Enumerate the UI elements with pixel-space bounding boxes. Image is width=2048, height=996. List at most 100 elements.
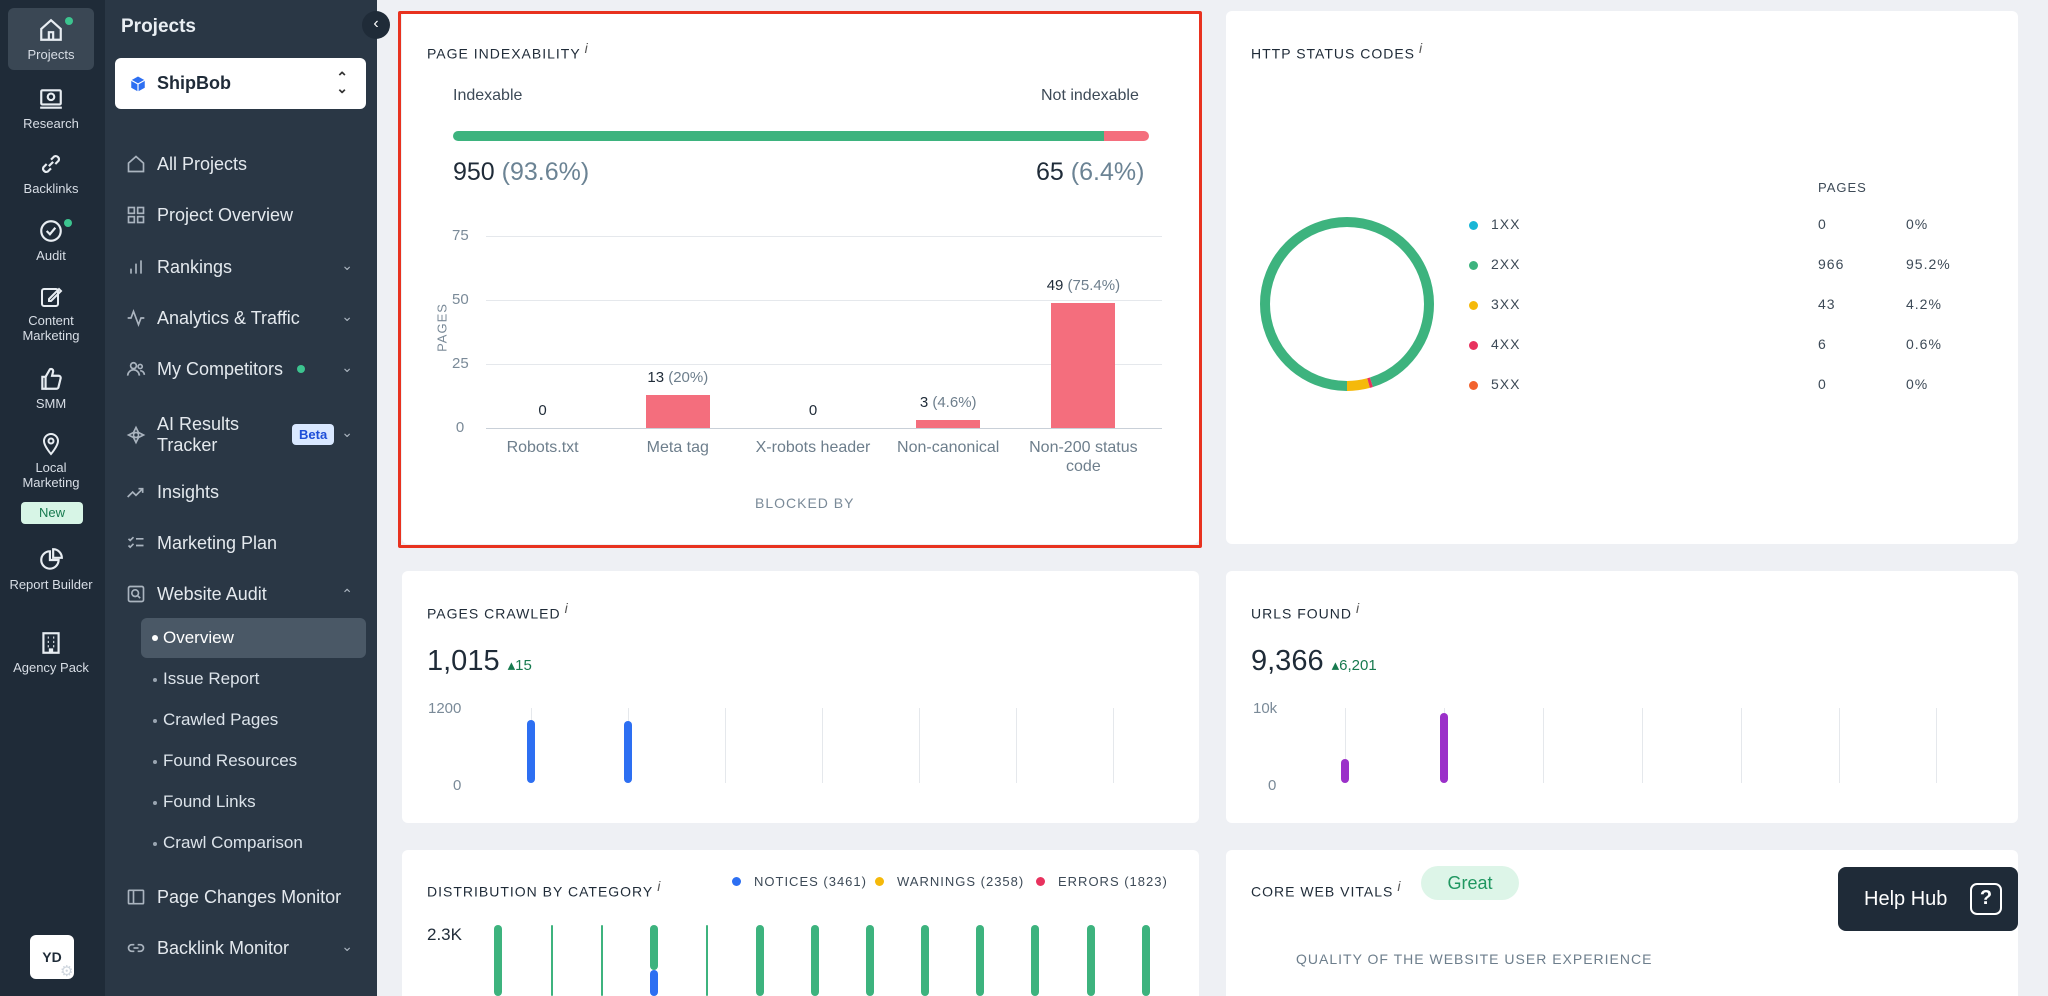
not-indexable-count: 65: [1036, 158, 1064, 186]
info-icon[interactable]: i: [657, 878, 662, 894]
nav-insights[interactable]: Insights: [115, 472, 367, 512]
data-label-count: 13: [647, 368, 665, 386]
cwv-status-badge: Great: [1421, 866, 1519, 900]
y-tick-label: 0: [455, 419, 465, 436]
gridline: [1543, 708, 1544, 783]
rail-agency-pack[interactable]: Agency Pack: [8, 630, 94, 690]
project-selector[interactable]: ShipBob ⌃ ⌄: [115, 58, 366, 109]
subnav-label: Issue Report: [163, 669, 260, 688]
legend-dot: [1469, 301, 1478, 310]
donut-slice-2xx[interactable]: [1260, 217, 1434, 391]
info-icon[interactable]: i: [564, 600, 569, 616]
indexable-label: Indexable: [453, 87, 523, 104]
rail-smm[interactable]: SMM: [8, 366, 94, 416]
nav-label: Marketing Plan: [157, 532, 278, 553]
y-bottom-label: 0: [1268, 777, 1277, 794]
nav-marketing-plan[interactable]: Marketing Plan: [115, 523, 367, 563]
rail-backlinks[interactable]: Backlinks: [8, 151, 94, 201]
chevron-down-icon: ⌄: [341, 938, 353, 954]
nav-analytics-traffic[interactable]: Analytics & Traffic ⌄: [115, 298, 367, 338]
chevron-updown-icon: ⌃ ⌄: [336, 69, 348, 96]
subnav-issue-report[interactable]: Issue Report: [141, 659, 366, 699]
rail-report-builder[interactable]: Report Builder: [8, 547, 94, 607]
delta-value: 6,201: [1339, 657, 1377, 674]
data-label-count: 49: [1046, 276, 1064, 294]
rail-audit[interactable]: Audit: [8, 218, 94, 268]
legend-label: NOTICES (3461): [754, 874, 867, 889]
legend-pct: 0.6%: [1906, 336, 1942, 352]
subnav-found-resources[interactable]: Found Resources: [141, 741, 366, 781]
rail-content-marketing[interactable]: Content Marketing: [8, 285, 94, 343]
not-indexable-summary: 65 (6.4%): [1036, 158, 1144, 187]
nav-ai-results-tracker[interactable]: AI Results Tracker Beta ⌄: [115, 410, 367, 460]
legend-label: WARNINGS (2358): [897, 874, 1025, 889]
y-top-label: 2.3K: [427, 925, 462, 944]
chevron-down-icon: ⌄: [341, 308, 353, 324]
card-title-text: PAGES CRAWLED: [427, 605, 561, 622]
x-tick-label: Meta tag: [646, 439, 709, 456]
question-icon: ?: [1970, 883, 2002, 915]
nav-label: My Competitors: [157, 358, 284, 379]
new-badge: New: [21, 502, 83, 524]
edit-icon: [41, 287, 63, 307]
rail-research[interactable]: Research: [8, 86, 94, 136]
chart-bar: [916, 420, 981, 428]
nav-label: Insights: [157, 481, 220, 502]
info-icon[interactable]: i: [1356, 600, 1361, 616]
legend-code: 2XX: [1491, 256, 1521, 272]
nav-website-audit[interactable]: Website Audit ⌃: [115, 574, 367, 614]
subnav-label: Found Links: [163, 792, 256, 811]
subnav-overview[interactable]: Overview: [141, 618, 366, 658]
gridline: [1642, 708, 1643, 783]
legend-code: 3XX: [1491, 296, 1521, 312]
gridline: [486, 236, 1162, 237]
nav-page-changes-monitor[interactable]: Page Changes Monitor: [115, 877, 367, 917]
data-label-pct: (75.4%): [1067, 276, 1121, 294]
subnav-label: Crawled Pages: [163, 710, 279, 729]
legend-pct: 4.2%: [1906, 296, 1942, 312]
rail-backlinks-label: Backlinks: [23, 181, 79, 196]
avatar[interactable]: YD: [30, 935, 74, 979]
data-label-count: 0: [808, 402, 818, 419]
info-icon[interactable]: i: [584, 40, 589, 56]
gridline: [725, 708, 726, 783]
home-icon: [127, 155, 145, 173]
card-title: DISTRIBUTION BY CATEGORY i: [427, 878, 661, 900]
pages-crawled-value: 1,015 ▴15: [427, 645, 532, 678]
info-icon[interactable]: i: [1397, 878, 1402, 894]
bullet: [153, 760, 157, 764]
legend-dot: [875, 877, 884, 886]
legend-warnings: WARNINGS (2358): [875, 874, 1024, 889]
beta-badge: Beta: [292, 424, 335, 445]
sidebar-title: Projects: [121, 16, 196, 37]
chart-bar: [1440, 712, 1448, 783]
gear-icon[interactable]: ⚙: [60, 963, 74, 980]
rail-projects[interactable]: Projects: [8, 8, 94, 70]
legend-dot: [732, 877, 741, 886]
audit-icon: [127, 585, 145, 603]
chevron-down-icon: ⌄: [341, 424, 353, 440]
rail-local-marketing[interactable]: Local Marketing: [8, 432, 94, 490]
legend-dot: [1469, 261, 1478, 270]
collapse-sidebar-button[interactable]: ‹: [362, 11, 390, 39]
nav-backlink-monitor[interactable]: Backlink Monitor ⌄: [115, 928, 367, 968]
nav-project-overview[interactable]: Project Overview: [115, 195, 367, 235]
data-label: 0: [753, 402, 873, 419]
nav-all-projects[interactable]: All Projects: [115, 144, 367, 184]
nav-label: AI Results Tracker: [157, 414, 240, 455]
nav-my-competitors[interactable]: My Competitors ⌄: [115, 349, 367, 389]
distribution-card: [402, 850, 1199, 996]
help-hub-button[interactable]: Help Hub?: [1838, 867, 2018, 931]
subnav-crawled-pages[interactable]: Crawled Pages: [141, 700, 366, 740]
chart-bar: [921, 925, 929, 996]
chart-bar: [1341, 759, 1349, 783]
cwv-subtitle: QUALITY OF THE WEBSITE USER EXPERIENCE: [1296, 951, 1653, 967]
subnav-found-links[interactable]: Found Links: [141, 782, 366, 822]
info-icon[interactable]: i: [1419, 40, 1424, 56]
building-icon: [42, 632, 60, 654]
legend-dot: [1469, 381, 1478, 390]
nav-rankings[interactable]: Rankings ⌄: [115, 247, 367, 287]
rail-research-label: Research: [23, 116, 79, 131]
subnav-crawl-comparison[interactable]: Crawl Comparison: [141, 823, 366, 863]
bullet: [153, 719, 157, 723]
